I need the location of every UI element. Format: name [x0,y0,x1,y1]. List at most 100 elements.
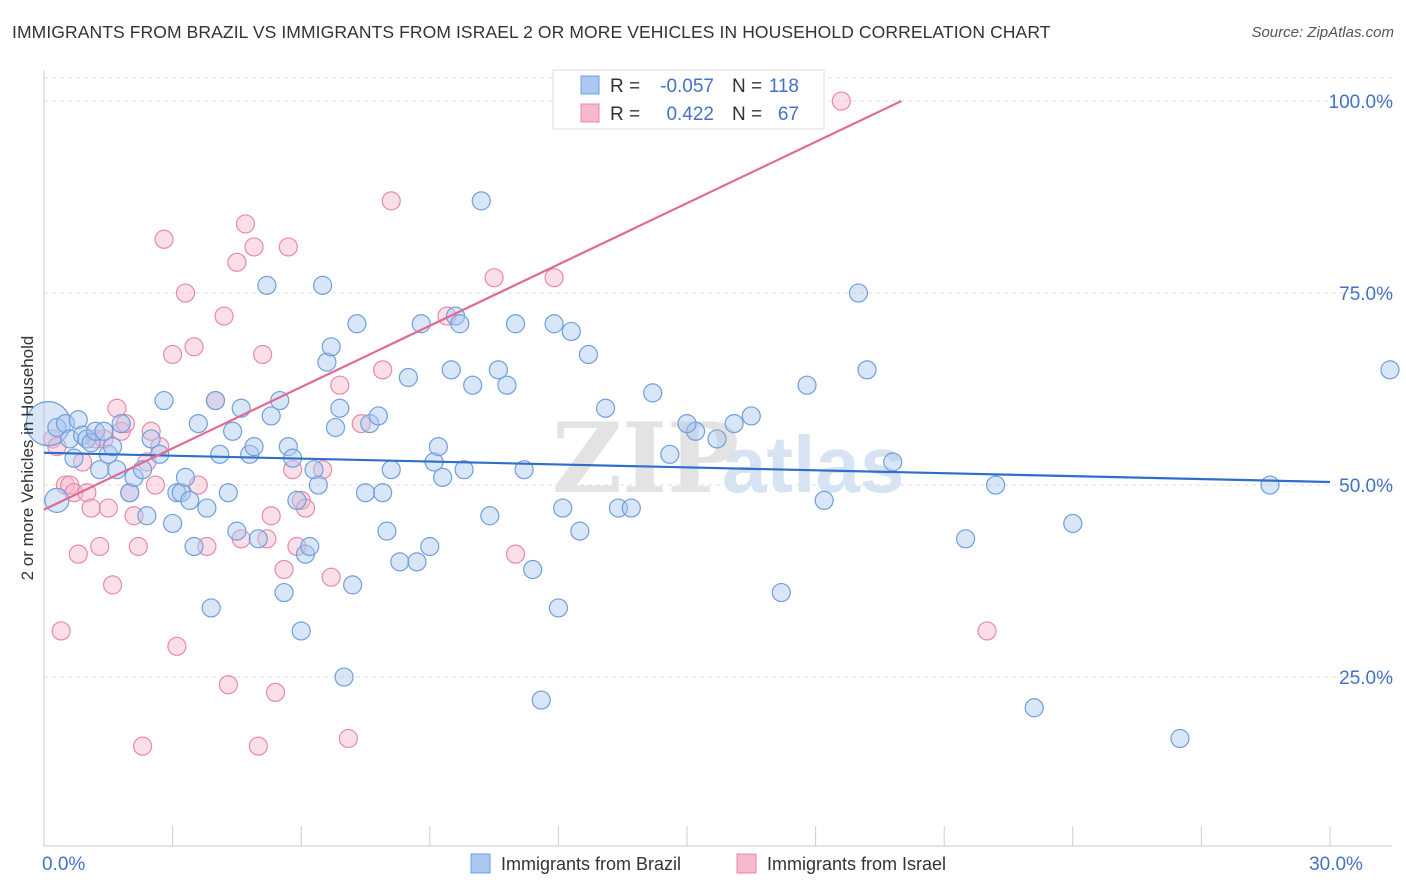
brazil-point [390,552,410,572]
legend-label-israel: Immigrants from Israel [767,854,946,874]
israel-point [218,675,238,695]
israel-point [132,736,153,756]
brazil-point [102,437,123,457]
israel-point [175,283,196,303]
brazil-point [771,582,791,603]
brazil-point [154,390,174,411]
brazil-point [741,406,761,426]
israel-point [90,536,110,557]
brazil-point [313,275,333,295]
israel-points [42,91,997,756]
x-tick-labels: 0.0% 30.0% [42,854,1363,875]
watermark-zip: ZIP [552,402,739,515]
brazil-point [621,498,641,518]
x-tick-label: 0.0% [42,854,85,875]
brazil-point [544,314,564,334]
y-tick-label: 100.0% [1329,92,1394,113]
legend-label-brazil: Immigrants from Brazil [501,854,681,874]
brazil-point [227,521,247,541]
stats-r-label-brazil: R = [610,76,640,97]
brazil-point [373,483,393,503]
brazil-point [244,437,264,457]
brazil-point [497,375,517,395]
stats-n-value-brazil: 118 [769,76,799,97]
stats-r-value-brazil: -0.057 [660,76,714,97]
brazil-point [355,483,376,503]
stats-swatch-israel [580,103,600,123]
brazil-point [325,417,346,438]
israel-point [141,421,161,441]
brazil-point [334,667,354,687]
israel-point [102,575,123,595]
brazil-point [278,437,298,457]
israel-trend-line [43,100,902,511]
brazil-point [553,498,573,518]
legend-item-brazil[interactable]: Immigrants from Brazil [470,853,681,874]
brazil-point [381,460,401,480]
israel-point [381,191,401,211]
brazil-point [64,448,84,468]
brazil-point [707,429,727,449]
israel-point [235,214,256,234]
brazil-point [1024,698,1044,718]
stats-r-label-israel: R = [610,104,640,125]
brazil-point [257,275,277,295]
brazil-point [81,433,101,453]
israel-point [373,360,393,380]
y-axis-label: 2 or more Vehicles in Household [18,336,37,581]
brazil-point [300,536,320,557]
legend-item-israel[interactable]: Immigrants from Israel [736,853,946,874]
israel-point [68,544,88,564]
israel-point [115,414,136,434]
brazil-point [261,406,281,426]
stats-n-label-brazil: N = [732,76,762,97]
brazil-point [488,360,508,380]
brazil-point [68,410,88,430]
x-tick-label: 30.0% [1309,854,1363,875]
israel-point [321,567,341,587]
y-tick-labels: 25.0% 50.0% 75.0% 100.0% [1329,92,1394,689]
chart-title: IMMIGRANTS FROM BRAZIL VS IMMIGRANTS FRO… [12,22,1051,42]
brazil-point [205,390,226,411]
brazil-point [471,191,491,211]
brazil-point [420,536,440,557]
israel-point [505,544,526,564]
brazil-point [548,598,569,618]
israel-point [107,398,127,418]
brazil-point [163,513,183,534]
brazil-point [1063,513,1083,534]
israel-point [278,237,298,257]
watermark-atlas: atlas [722,420,904,509]
israel-point [544,268,564,288]
brazil-point [291,621,311,641]
brazil-point [94,421,114,441]
stats-r-value-israel: 0.422 [666,104,714,125]
israel-point [253,344,273,365]
stats-n-label-israel: N = [732,104,762,125]
brazil-point [377,521,397,541]
brazil-point [857,360,877,380]
brazil-point [304,460,324,480]
brazil-point [433,467,453,487]
israel-point [330,375,350,395]
legend-swatch-brazil [470,853,491,874]
brazil-point [223,421,243,441]
brazil-point [248,529,268,549]
legend: Immigrants from Brazil Immigrants from I… [470,853,946,874]
brazil-point [956,529,976,549]
stats-swatch-brazil [580,75,600,95]
israel-point [184,337,204,357]
brazil-point [184,536,204,557]
brazil-point [561,321,581,342]
brazil-point [321,337,341,357]
chart-source: Source: ZipAtlas.com [1251,24,1394,41]
brazil-point [428,437,448,457]
brazil-point [368,406,388,426]
brazil-point [643,383,663,403]
israel-point [214,306,234,326]
brazil-point [111,414,131,434]
israel-point [265,682,286,703]
israel-point [283,460,303,480]
brazil-point [347,314,367,334]
brazil-point [480,506,500,526]
